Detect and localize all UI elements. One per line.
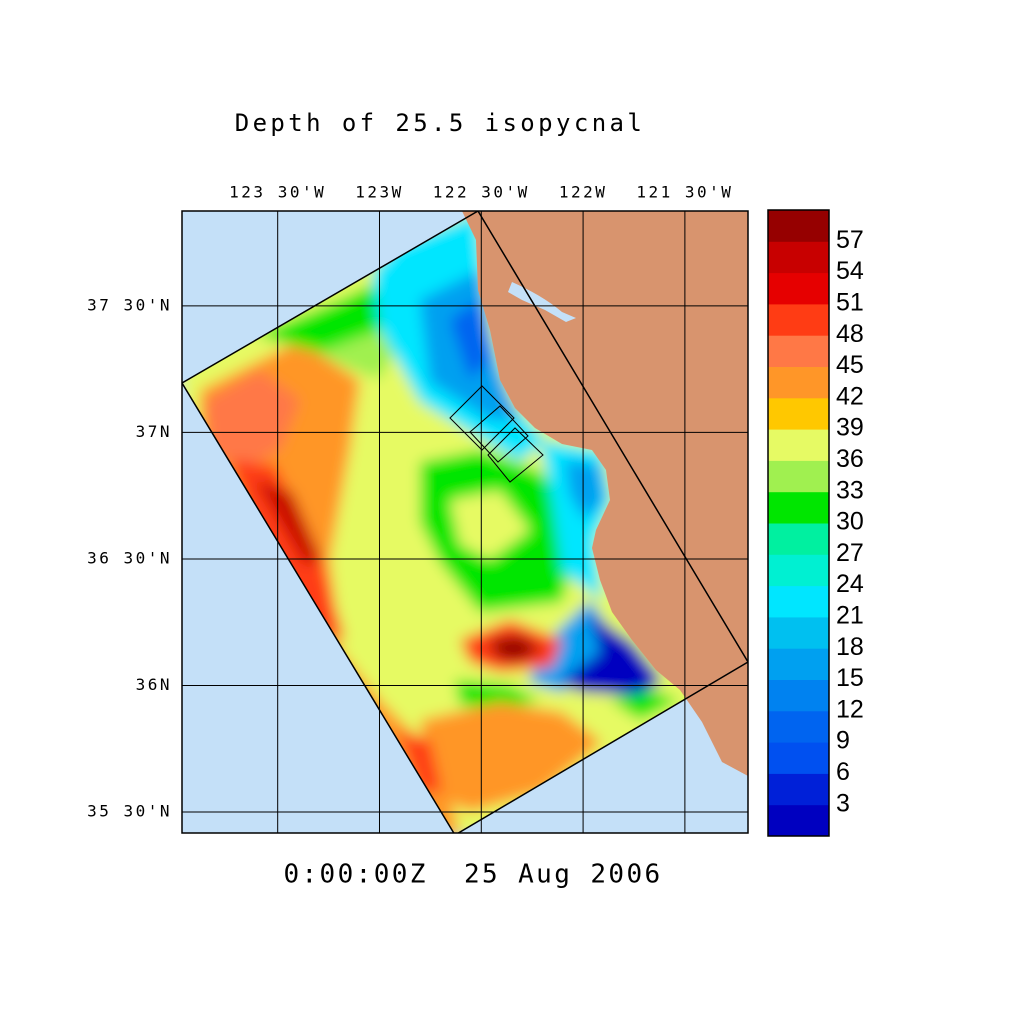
x-tick-label: 122 30'W (433, 183, 530, 202)
colorbar-label: 12 (836, 695, 864, 723)
nest-box (449, 385, 515, 451)
bay (508, 282, 576, 322)
depth-region (490, 635, 542, 662)
depth-region (398, 730, 442, 792)
x-tick-label: 121 30'W (636, 183, 733, 202)
nest-box (487, 427, 544, 483)
colorbar-label: 39 (836, 414, 864, 442)
y-tick-label: 36N (136, 675, 172, 694)
depth-region (200, 340, 460, 833)
colorbar-label: 9 (836, 727, 850, 755)
colorbar-swatch (768, 272, 829, 305)
colorbar-label: 36 (836, 445, 864, 473)
colorbar-swatch (768, 773, 829, 806)
colorbar-swatch (768, 804, 829, 837)
colorbar-swatch (768, 210, 829, 242)
x-tick-label: 123W (355, 183, 404, 202)
time-label: 0:00:00Z 25 Aug 2006 (283, 860, 662, 890)
x-tick-label: 123 30'W (229, 183, 326, 202)
colorbar-swatch (768, 554, 829, 587)
y-tick-label: 35 30'N (87, 801, 172, 820)
colorbar-swatch (768, 523, 829, 555)
depth-region (560, 612, 662, 696)
y-tick-label: 36 30'N (87, 548, 172, 567)
colorbar-label: 45 (836, 351, 864, 379)
colorbar-label: 24 (836, 570, 864, 598)
colorbar-label: 3 (836, 789, 850, 817)
colorbar-swatch (768, 585, 829, 618)
title: Depth of 25.5 isopycnal (235, 109, 646, 137)
colorbar-swatch (768, 491, 829, 524)
colorbar-swatch (768, 429, 829, 461)
colorbar-label: 57 (836, 226, 864, 254)
colorbar-swatch (768, 366, 829, 399)
depth-region (455, 680, 540, 710)
colorbar-label: 48 (836, 320, 864, 348)
depth-region (450, 490, 530, 560)
colorbar-label: 21 (836, 602, 864, 630)
model-domain (182, 211, 748, 833)
colorbar-swatch (768, 679, 829, 712)
colorbar-swatch (768, 335, 829, 367)
colorbar-label: 6 (836, 758, 850, 786)
x-tick-label: 122W (559, 183, 608, 202)
colorbar-label: 18 (836, 633, 864, 661)
depth-region (205, 370, 300, 470)
colorbar-label: 42 (836, 382, 864, 410)
colorbar-label: 51 (836, 289, 864, 317)
colorbar-label: 27 (836, 539, 864, 567)
depth-region (565, 460, 605, 520)
depth-region (230, 460, 345, 640)
colorbar-swatch (768, 303, 829, 336)
colorbar-swatch (768, 710, 829, 743)
y-tick-label: 37 30'N (87, 295, 172, 314)
depth-region (450, 300, 490, 380)
colorbar-label: 33 (836, 476, 864, 504)
depth-region (610, 690, 680, 720)
colorbar-swatch (768, 742, 829, 774)
colorbar-swatch (768, 397, 829, 430)
colorbar-swatch (768, 241, 829, 274)
colorbar-swatch (768, 616, 829, 649)
map-frame (181, 210, 749, 834)
colorbar-swatch (768, 648, 829, 680)
grid (182, 211, 748, 833)
depth-region (420, 702, 602, 812)
colorbar-frame (767, 209, 830, 837)
colorbar-swatch (768, 460, 829, 493)
colorbar-label: 54 (836, 257, 864, 285)
colorbar-label: 15 (836, 664, 864, 692)
y-tick-label: 37N (136, 422, 172, 441)
colorbar-label: 30 (836, 508, 864, 536)
nest-box (469, 405, 529, 463)
depth-region (255, 480, 322, 565)
map-area (182, 211, 748, 833)
nested-domains (449, 385, 544, 483)
land (462, 211, 748, 776)
